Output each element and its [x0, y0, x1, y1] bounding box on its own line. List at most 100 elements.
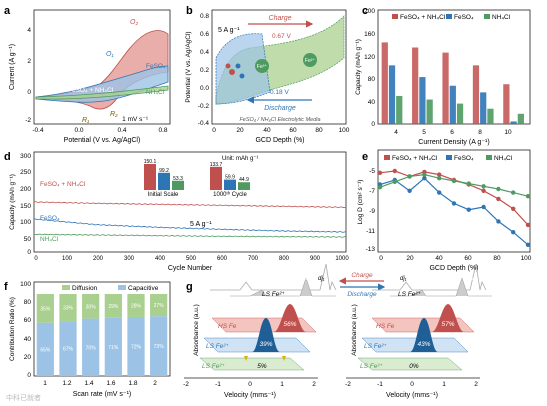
- tick-y-b: 0.8: [200, 13, 209, 20]
- inset-value: 59.9: [225, 175, 235, 181]
- data-point: [511, 230, 516, 235]
- tick-y-a: 4: [27, 27, 31, 34]
- legend-label: NH₄Cl: [494, 155, 513, 162]
- plot-frame-b: [211, 9, 347, 125]
- tick-y-f: 40: [24, 336, 32, 343]
- raw-data-label: Raw Data: [294, 276, 316, 282]
- x-axis-label-e: GCD Depth (%): [429, 265, 478, 272]
- rate-label-d: 5 A g⁻¹: [190, 221, 212, 228]
- hs-pct: 56%: [283, 321, 296, 328]
- panel-letter-e: e: [362, 151, 368, 163]
- panel-letter-g: g: [186, 281, 193, 293]
- bar-label: 35%: [40, 306, 51, 312]
- tick-x-f: 1.8: [128, 380, 137, 387]
- panel-letter-a: a: [4, 5, 11, 17]
- inset-value: 53.3: [173, 176, 183, 182]
- y-axis-label-b: Potential (V vs. Ag/AgCl): [185, 31, 192, 102]
- series-label-d: NH₄Cl: [40, 236, 59, 243]
- discharge-label: Discharge: [264, 105, 296, 112]
- data-point: [437, 172, 442, 177]
- legend-label: FeSO₄ + NH₄Cl: [400, 14, 446, 21]
- bar-diffusion: [127, 294, 145, 317]
- y-axis-label-g: Absorbance (a.u.): [193, 304, 200, 356]
- data-point: [422, 176, 427, 181]
- tick-x-f: 1.4: [84, 380, 93, 387]
- hs-label: HS Fe: [376, 323, 395, 330]
- series-label-combo: FeSO₄ + NH₄Cl: [68, 87, 114, 94]
- raw-data-area: [230, 277, 336, 297]
- tick-y-f: 20: [24, 354, 32, 361]
- data-point: [496, 196, 501, 202]
- tick-x-d: 800: [279, 256, 290, 262]
- inset-value: 150.1: [144, 159, 157, 165]
- series-line: [33, 218, 347, 233]
- tick-y-c: 80: [368, 76, 376, 83]
- tick-x-g: 2: [312, 381, 316, 388]
- bar: [419, 77, 426, 124]
- raw-spectrum: [372, 263, 487, 291]
- bar: [517, 113, 524, 124]
- series-line: [33, 233, 347, 238]
- data-point: [496, 219, 501, 224]
- bar-label: 28%: [131, 303, 142, 309]
- tick-x-c: 5: [422, 129, 426, 136]
- bar-diffusion: [82, 294, 100, 319]
- inset-bar: [210, 166, 222, 190]
- data-point: [377, 170, 383, 175]
- fe-ion-label-a: Fe³⁺: [257, 64, 268, 70]
- data-point: [525, 222, 531, 228]
- watermark: 中科已就者: [6, 393, 41, 402]
- tick-x-c: 10: [504, 129, 512, 136]
- tick-x-f: 1.2: [62, 380, 71, 387]
- bar-capacitive: [127, 316, 145, 376]
- tick-y-d: 50: [24, 236, 32, 243]
- bar: [503, 84, 510, 124]
- ls-pct: 39%: [259, 341, 272, 348]
- tick-y-e: -7: [369, 188, 375, 195]
- hs-pct: 57%: [441, 321, 454, 328]
- peak-label-o2: O₂: [130, 19, 138, 26]
- data-point: [481, 204, 486, 210]
- line-group-d: [33, 201, 347, 238]
- inset-bar: [158, 172, 170, 190]
- tick-x-f: 1.6: [106, 380, 115, 387]
- legend-swatch: [392, 14, 398, 19]
- tick-y-c: 0: [371, 121, 375, 128]
- bar-capacitive: [82, 318, 100, 376]
- legend-label: NH₄Cl: [492, 14, 511, 21]
- inset-unit: Unit: mAh g⁻¹: [222, 156, 259, 162]
- ls-pct: 43%: [417, 341, 430, 348]
- inset-bar: [172, 180, 184, 190]
- tick-x-g: -2: [345, 381, 351, 388]
- inset-value: 99.2: [159, 168, 169, 174]
- tick-x-e: 0: [379, 255, 383, 262]
- tick-x-d: 700: [248, 256, 259, 262]
- tick-y-d: 200: [20, 186, 31, 193]
- tick-y-c: 160: [364, 31, 375, 38]
- data-point: [422, 172, 427, 177]
- series-line: [379, 177, 529, 246]
- x-axis-label-b: GCD Depth (%): [255, 137, 304, 144]
- legend-label: Diffusion: [72, 285, 98, 292]
- inset-value: 44.9: [239, 177, 249, 183]
- data-point: [451, 201, 457, 206]
- tick-x-d: 0: [34, 256, 38, 262]
- tick-x-d: 1000: [335, 256, 349, 262]
- ls-label: LS Fe²⁺: [206, 343, 229, 350]
- dj-label: dj₁: [318, 276, 325, 282]
- series-label-nh4cl: NH₄Cl: [146, 89, 165, 96]
- small-pct: 0%: [409, 363, 419, 370]
- peak-label-r2: R₂: [110, 111, 118, 118]
- tick-x-g: 0: [410, 381, 414, 388]
- rate-label-b: 5 A g⁻¹: [218, 27, 240, 34]
- bar-diffusion: [59, 294, 77, 322]
- inset-after-label: 1000ᵗʰ Cycle: [213, 191, 247, 198]
- inset-bar: [238, 182, 250, 190]
- plot-frame-f: [33, 281, 171, 377]
- hs-label: HS Fe: [218, 323, 237, 330]
- bar-label: 33%: [63, 306, 74, 312]
- region-discharge: [215, 33, 271, 105]
- tick-x-d: 100: [62, 256, 73, 262]
- dj-label: dj₁: [400, 276, 407, 282]
